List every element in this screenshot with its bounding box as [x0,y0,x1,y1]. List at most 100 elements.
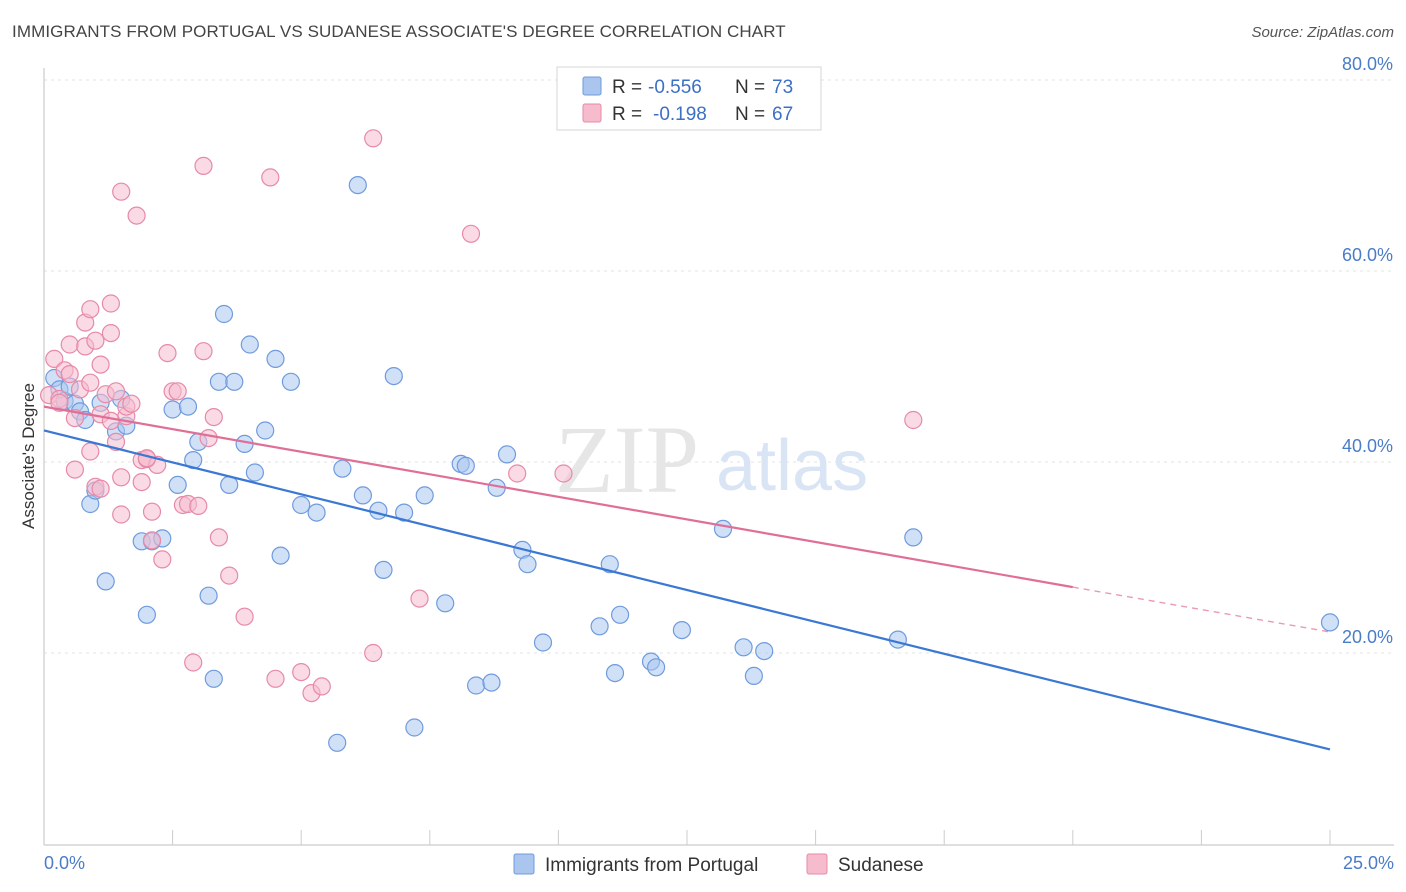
point-sudanese-12 [81,442,100,461]
x-axis-ticks [43,830,1331,845]
point-portugal-52 [482,673,501,692]
point-portugal-36 [292,495,311,515]
point-portugal-10 [96,572,115,591]
point-portugal-50 [456,456,475,475]
point-portugal-39 [333,459,352,478]
point-sudanese-43 [194,342,213,361]
bottom-legend-swatch-portugal [513,853,535,875]
y-tick-label-80: 80.0% [1342,54,1393,74]
point-portugal-34 [271,546,290,565]
point-portugal-30 [240,335,259,354]
point-sudanese-55 [364,129,383,148]
y-tick-label-40: 40.0% [1342,436,1393,456]
y-axis-tick-labels: 20.0% 40.0% 60.0% 80.0% [1342,54,1393,647]
point-sudanese-49 [261,168,280,187]
point-sudanese-22 [112,505,131,524]
trend-line-sudanese [43,405,1073,589]
point-portugal-41 [353,486,372,505]
point-portugal-26 [214,304,234,324]
y-tick-label-20: 20.0% [1342,627,1393,647]
point-portugal-23 [199,586,218,605]
point-sudanese-63 [50,393,69,412]
point-portugal-61 [610,605,630,624]
bottom-legend-label-portugal: Immigrants from Portugal [545,855,758,876]
point-sudanese-30 [112,182,131,201]
legend-r-label-sudanese: R = [612,104,642,125]
point-portugal-67 [744,666,764,686]
point-sudanese-50 [266,669,285,688]
point-portugal-60 [605,663,625,683]
legend-swatch-portugal [582,76,602,96]
point-sudanese-1 [45,349,64,368]
point-portugal-20 [178,397,198,416]
y-axis-label: Associate's Degree [19,383,38,529]
point-sudanese-35 [158,344,177,363]
point-portugal-25 [209,372,228,391]
point-portugal-37 [307,503,326,522]
point-portugal-69 [888,630,908,649]
watermark-atlas: atlas [716,426,868,506]
point-portugal-58 [590,617,609,636]
point-sudanese-19 [101,324,121,343]
point-portugal-66 [734,638,753,657]
point-portugal-28 [225,372,244,391]
point-sudanese-44 [199,429,218,448]
legend-n-value-sudanese: 67 [772,104,793,125]
trend-lines [43,405,1331,751]
point-sudanese-40 [184,653,203,672]
source-label: Source: ZipAtlas.com [1251,24,1394,41]
point-portugal-65 [713,519,733,539]
point-portugal-48 [436,594,455,613]
chart-title: IMMIGRANTS FROM PORTUGAL VS SUDANESE ASS… [12,22,786,41]
point-portugal-68 [755,641,774,661]
point-sudanese-21 [106,382,126,401]
point-portugal-51 [467,676,486,695]
bottom-legend: Immigrants from Portugal Sudanese [513,853,924,876]
trend-line-dashed-sudanese [1072,586,1331,633]
point-sudanese-46 [209,528,228,547]
point-portugal-56 [518,555,537,574]
point-portugal-31 [245,463,264,482]
point-portugal-70 [904,528,923,547]
legend-n-label-sudanese: N = [735,104,765,125]
point-sudanese-29 [132,473,151,492]
point-portugal-47 [415,486,434,505]
point-portugal-54 [497,445,517,464]
point-portugal-38 [328,733,347,752]
trend-line-portugal [43,429,1331,751]
point-sudanese-47 [220,566,239,585]
point-sudanese-45 [204,408,223,427]
point-sudanese-26 [122,394,141,413]
point-portugal-19 [168,475,187,494]
point-portugal-59 [600,555,619,574]
point-sudanese-20 [106,432,126,451]
y-tick-label-60: 60.0% [1342,245,1393,265]
point-sudanese-41 [189,496,208,515]
point-portugal-33 [266,349,285,368]
point-portugal-35 [281,372,300,391]
point-sudanese-54 [364,643,383,663]
point-portugal-57 [533,633,553,652]
legend-n-value-portugal: 73 [772,77,793,98]
point-sudanese-32 [142,502,162,521]
point-sudanese-53 [312,677,331,696]
legend-r-value-portugal: -0.556 [648,77,702,98]
point-sudanese-48 [235,607,254,626]
legend-box: R = -0.556 N = 73 R = -0.198 N = 67 [556,66,822,131]
point-sudanese-34 [153,550,172,569]
x-tick-min: 0.0% [44,853,85,873]
legend-swatch-sudanese [582,103,602,123]
point-portugal-71 [1320,613,1340,632]
legend-n-label-portugal: N = [735,77,765,98]
gridlines [44,79,1394,654]
point-sudanese-64 [81,373,100,392]
point-sudanese-62 [101,411,121,430]
point-sudanese-66 [91,479,110,498]
legend-r-value-sudanese: -0.198 [653,104,707,125]
point-portugal-43 [374,560,393,580]
point-portugal-15 [137,605,156,624]
bottom-legend-label-sudanese: Sudanese [838,855,924,876]
point-sudanese-11 [81,300,100,319]
point-sudanese-14 [86,331,105,350]
